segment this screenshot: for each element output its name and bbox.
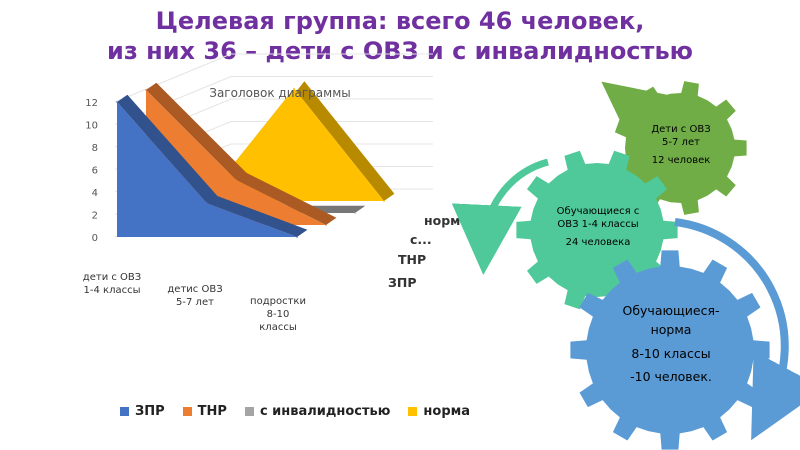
x-tick-label: 1-4 классы <box>84 285 141 296</box>
legend-label: с инвалидностью <box>259 404 391 419</box>
gear-middle-count: 24 человека <box>565 237 631 248</box>
series-0 <box>116 94 308 238</box>
depth-axis-label: ТНР <box>398 252 426 267</box>
gear-large-label: Обучающиеся- норма 8-10 классы -10 челов… <box>606 301 736 386</box>
data-point <box>145 89 147 91</box>
legend-swatch <box>120 407 129 416</box>
data-point <box>325 224 327 226</box>
x-tick-label: дети с ОВЗ <box>83 272 141 283</box>
y-tick-label: 2 <box>92 211 98 222</box>
page-title: Целевая группа: всего 46 человек, из них… <box>0 6 800 66</box>
gear-middle-line-1: Обучающиеся с <box>556 206 640 217</box>
legend-label: ЗПР <box>135 404 165 419</box>
gear-small-line-1: Дети с ОВЗ <box>651 124 711 135</box>
x-axis-labels: дети с ОВЗ 1-4 классы детис ОВЗ 5-7 лет подр… <box>83 272 306 333</box>
title-line-1: Целевая группа: всего 46 человек, <box>155 7 645 35</box>
legend-swatch <box>408 407 418 416</box>
data-point <box>383 200 385 202</box>
gear-small-count: 12 человек <box>651 155 711 166</box>
series-front-face <box>117 102 297 237</box>
gear-large-count: -10 человек. <box>630 369 712 384</box>
x-tick-label: 5-7 лет <box>176 297 214 308</box>
title-line-2: из них 36 – дети с ОВЗ и с инвалидностью <box>107 37 693 65</box>
gear-large-line-2: норма <box>650 322 692 337</box>
gear-small-line-2: 5-7 лет <box>662 137 700 148</box>
series-top-face <box>146 82 337 225</box>
y-tick-label: 0 <box>92 233 98 244</box>
series-top-face <box>117 94 308 237</box>
data-point <box>354 212 356 214</box>
gear-middle-label: Обучающиеся с ОВЗ 1-4 классы 24 человека <box>543 205 653 249</box>
legend-label: норма <box>423 404 471 419</box>
y-tick-label: 6 <box>92 166 98 177</box>
x-tick-label: подростки <box>250 296 306 307</box>
arrow-small-gear <box>601 81 673 143</box>
gear-middle-line-2: ОВЗ 1-4 классы <box>557 219 639 230</box>
data-point <box>296 236 298 238</box>
legend-swatch <box>244 407 254 416</box>
gear-large-extra: 8-10 классы <box>631 346 711 361</box>
data-point <box>293 87 295 90</box>
series-top-face <box>204 81 395 201</box>
legend-label: ТНР <box>197 404 227 419</box>
y-tick-label: 8 <box>92 143 98 154</box>
y-axis-ticks: 0 2 4 6 8 10 12 <box>85 98 98 244</box>
chart-legend: ЗПР ТНР с инвалидностью норма <box>120 404 470 419</box>
gear-large <box>570 250 770 450</box>
y-tick-label: 12 <box>85 98 98 109</box>
chart-series <box>116 81 395 238</box>
data-point <box>116 101 118 103</box>
data-point <box>235 179 237 181</box>
series-front-face <box>204 88 384 201</box>
arrow-large-gear <box>674 218 800 441</box>
data-point <box>206 202 208 205</box>
gear-large-line-1: Обучающиеся- <box>622 303 720 318</box>
gear-small-label: Дети с ОВЗ 5-7 лет 12 человек <box>636 123 726 167</box>
legend-item: ЗПР <box>120 404 165 419</box>
gear-middle <box>516 150 678 310</box>
legend-item: ТНР <box>182 404 227 419</box>
legend-swatch <box>182 407 192 416</box>
depth-axis-label: ЗПР <box>388 275 417 290</box>
legend-item: с инвалидностью <box>244 404 391 419</box>
arrow-middle-gear <box>451 158 549 275</box>
x-tick-label: детис ОВЗ <box>167 284 222 295</box>
y-tick-label: 10 <box>85 121 98 132</box>
x-tick-label: классы <box>259 322 296 333</box>
legend-item: норма <box>408 404 470 419</box>
chart-title: Заголовок диаграммы <box>209 86 351 100</box>
x-tick-label: 8-10 <box>267 309 290 320</box>
y-tick-label: 4 <box>92 188 98 199</box>
depth-axis-label: с... <box>410 232 432 247</box>
